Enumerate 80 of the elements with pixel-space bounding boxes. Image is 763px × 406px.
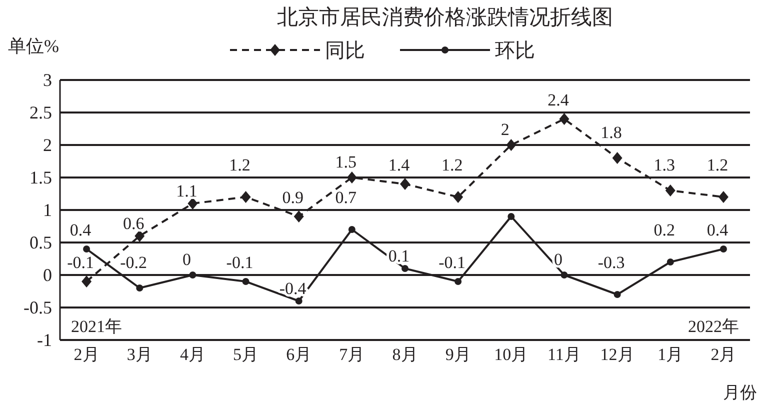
x-axis-title: 月份 <box>723 383 757 402</box>
data-label: 1.3 <box>654 156 676 174</box>
data-label: -0.1 <box>67 253 94 272</box>
point <box>295 298 302 304</box>
y-tick-label: 0.5 <box>30 232 52 252</box>
y-tick-label: 1.5 <box>30 168 52 188</box>
point <box>346 172 357 184</box>
data-label: -0.1 <box>226 253 254 272</box>
point <box>718 191 728 203</box>
point <box>134 230 145 242</box>
data-label: 1.5 <box>335 152 357 172</box>
point <box>402 265 408 272</box>
x-tick-label: 8月 <box>392 345 418 364</box>
point <box>559 113 570 125</box>
x-tick-label: 9月 <box>445 345 471 364</box>
point <box>614 291 621 298</box>
x-tick-label: 11月 <box>548 345 581 364</box>
point <box>612 152 622 164</box>
x-tick-label: 4月 <box>180 345 206 364</box>
point <box>506 139 516 151</box>
data-label: -0.4 <box>279 279 307 298</box>
point <box>83 246 90 252</box>
point <box>454 278 462 285</box>
x-tick-label: 10月 <box>494 345 528 364</box>
legend-label: 同比 <box>325 40 365 62</box>
point <box>189 272 196 278</box>
data-label: -0.1 <box>438 253 466 272</box>
chart-title: 北京市居民消费价格涨跌情况折线图 <box>277 5 613 29</box>
point <box>240 191 251 203</box>
y-tick-label: 2 <box>43 135 52 155</box>
y-tick-label: -0.5 <box>24 298 52 318</box>
data-label: 0 <box>182 250 191 269</box>
data-label: -0.3 <box>598 253 625 272</box>
y-axis-title: 单位% <box>8 36 59 56</box>
data-label: 0.9 <box>282 188 304 207</box>
point <box>453 191 464 203</box>
data-label: 2 <box>500 120 510 139</box>
data-label: 1.1 <box>176 182 198 200</box>
annotation: 2021年 <box>71 317 122 336</box>
data-label: 1.4 <box>388 156 410 174</box>
point <box>665 184 676 196</box>
y-tick-label: 2.5 <box>30 102 52 122</box>
data-label: 0 <box>554 250 562 269</box>
data-label: 0.7 <box>335 188 358 207</box>
data-label: 1.8 <box>600 123 622 142</box>
x-tick-label: 7月 <box>339 345 365 364</box>
y-tick-label: -1 <box>37 330 52 350</box>
x-tick-label: 3月 <box>126 345 152 364</box>
annotation: 2022年 <box>688 317 739 336</box>
x-tick-label: 1月 <box>658 345 684 364</box>
x-tick-label: 6月 <box>286 345 312 364</box>
data-label: 0.4 <box>706 220 729 240</box>
y-tick-label: 3 <box>43 70 52 90</box>
x-tick-label: 5月 <box>233 345 259 364</box>
x-tick-label: 2月 <box>74 345 100 364</box>
point <box>136 284 144 292</box>
point <box>666 258 674 266</box>
data-label: 1.2 <box>441 156 463 174</box>
data-label: 0.2 <box>654 220 676 240</box>
data-label: 1.2 <box>229 156 250 174</box>
point <box>294 210 304 222</box>
point <box>560 272 568 278</box>
point <box>400 178 410 190</box>
data-label: 0.1 <box>388 246 410 266</box>
point <box>242 278 250 285</box>
data-label: 0.6 <box>122 214 144 233</box>
data-label: 1.2 <box>706 156 728 174</box>
data-label: 2.4 <box>548 90 570 110</box>
data-label: 0.4 <box>70 220 92 240</box>
y-tick-label: 1 <box>43 200 52 220</box>
point <box>188 198 198 210</box>
point <box>82 276 92 288</box>
x-tick-label: 2月 <box>710 345 736 364</box>
y-tick-label: 0 <box>43 265 52 285</box>
point <box>348 226 356 233</box>
data-label: -0.2 <box>120 253 148 272</box>
point <box>720 246 727 252</box>
x-tick-label: 12月 <box>600 345 634 364</box>
point <box>508 213 515 220</box>
legend-label: 环比 <box>495 40 535 62</box>
